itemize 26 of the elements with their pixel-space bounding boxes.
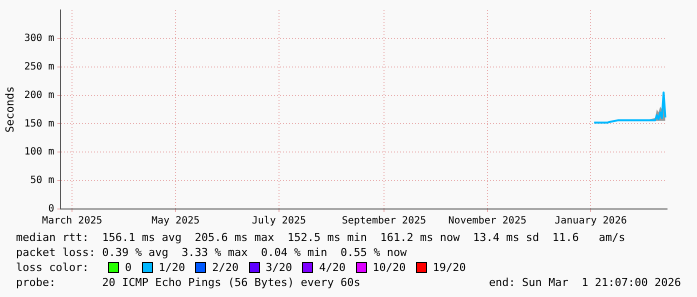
- y-tick-label: 250 m: [24, 61, 54, 72]
- y-tick-label: 200 m: [24, 90, 54, 101]
- text: packet loss: 0.39 % avg 3.33 % max 0.04 % min 0.55 % now: [16, 245, 408, 260]
- legend-title: loss color:: [16, 260, 90, 275]
- legend-label: 1/20: [158, 260, 186, 275]
- legend-label: 4/20: [318, 260, 346, 275]
- x-tick-label: November 2025: [448, 216, 527, 227]
- x-tick-label: September 2025: [342, 216, 426, 227]
- text: median rtt: 156.1 ms avg 205.6 ms max 152.5 ms min 161.2 ms now 13.4 ms sd 11.6 am/s: [16, 230, 626, 245]
- y-tick-label: 300 m: [24, 33, 54, 44]
- x-tick-label: July 2025: [252, 216, 306, 227]
- y-tick-label: 150 m: [24, 118, 54, 130]
- legend-label: 0: [124, 260, 132, 275]
- text: probe: 20 ICMP Echo Pings (56 Bytes) every 60s: [16, 275, 360, 290]
- x-tick-label: January 2026: [554, 216, 627, 227]
- y-tick-label: 0: [48, 204, 54, 215]
- legend-label: 19/20: [432, 260, 466, 275]
- legend-label: 2/20: [211, 260, 239, 275]
- y-tick-label: 100 m: [24, 146, 54, 158]
- y-tick-label: 50 m: [30, 175, 54, 186]
- legend-label: 10/20: [372, 260, 406, 275]
- x-tick-label: May 2025: [151, 216, 200, 227]
- text: end: Sun Mar 1 21:07:00 2026: [488, 275, 681, 290]
- legend-label: 3/20: [264, 260, 292, 275]
- x-tick-label: March 2025: [42, 216, 102, 227]
- y-axis-title: Seconds: [3, 86, 16, 133]
